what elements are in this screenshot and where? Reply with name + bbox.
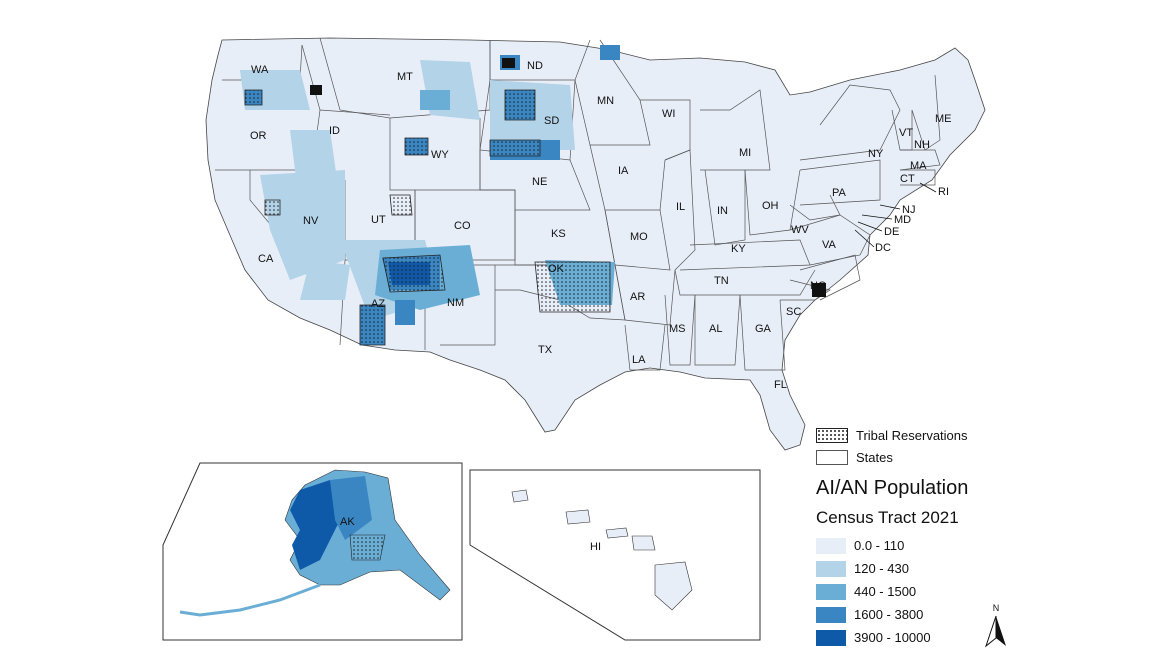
state-label-mn: MN [597, 95, 614, 107]
states-label: States [856, 449, 893, 465]
legend-class: 440 - 1500 [816, 580, 1016, 603]
class-label: 440 - 1500 [854, 584, 917, 599]
state-label-dc: DC [875, 242, 891, 254]
state-label-or: OR [250, 130, 267, 142]
map-legend: Tribal Reservations States AI/AN Populat… [816, 424, 1016, 649]
state-label-me: ME [935, 113, 952, 125]
legend-class-list: 0.0 - 110 120 - 430 440 - 1500 1600 - 38… [816, 534, 1016, 649]
state-label-al: AL [709, 323, 722, 335]
class-swatch [816, 629, 846, 646]
state-label-ct: CT [900, 173, 915, 185]
state-label-tx: TX [538, 344, 553, 356]
state-label-ca: CA [258, 253, 274, 265]
state-label-co: CO [454, 220, 471, 232]
state-label-ga: GA [755, 323, 772, 335]
state-label-hi: HI [590, 541, 601, 553]
state-labels: WA OR CA ID NV MT WY UT AZ CO NM ND SD N… [250, 60, 952, 391]
class-label: 0.0 - 110 [854, 538, 905, 553]
reservations-swatch [816, 427, 848, 443]
state-label-mo: MO [630, 231, 648, 243]
legend-subtitle: Census Tract 2021 [816, 508, 959, 527]
state-label-oh: OH [762, 200, 779, 212]
legend-title: AI/AN Population [816, 477, 969, 499]
state-label-ut: UT [371, 214, 386, 226]
legend-class: 120 - 430 [816, 557, 1016, 580]
state-label-wy: WY [431, 149, 449, 161]
reservations-label: Tribal Reservations [856, 427, 968, 443]
state-label-ia: IA [618, 165, 629, 177]
state-label-fl: FL [774, 379, 787, 391]
state-label-ky: KY [731, 243, 746, 255]
class-swatch [816, 606, 846, 623]
legend-class: 0.0 - 110 [816, 534, 1016, 557]
state-label-tn: TN [714, 275, 729, 287]
state-label-wv: WV [791, 224, 809, 236]
state-label-vt: VT [899, 127, 913, 139]
state-label-md: MD [894, 214, 911, 226]
state-label-pa: PA [832, 187, 847, 199]
class-swatch [816, 537, 846, 554]
state-label-la: LA [632, 354, 646, 366]
state-label-nj: NJ [902, 204, 915, 216]
state-label-ar: AR [630, 291, 645, 303]
state-label-in: IN [717, 205, 728, 217]
state-label-wi: WI [662, 108, 675, 120]
state-label-ok: OK [548, 263, 565, 275]
class-swatch [816, 583, 846, 600]
legend-class: 1600 - 3800 [816, 603, 1016, 626]
state-label-ks: KS [551, 228, 566, 240]
state-label-id: ID [329, 125, 340, 137]
state-label-ma: MA [910, 160, 927, 172]
high-density-spots [310, 58, 826, 297]
north-arrow-icon: N [984, 603, 1006, 648]
label-leader-lines [854, 182, 937, 248]
state-label-mt: MT [397, 71, 413, 83]
state-label-ne: NE [532, 176, 547, 188]
class-label: 3900 - 10000 [854, 630, 931, 645]
state-label-nd: ND [527, 60, 543, 72]
state-label-ak: AK [340, 516, 355, 528]
state-label-wa: WA [251, 64, 269, 76]
state-label-de: DE [884, 226, 899, 238]
state-label-ms: MS [669, 323, 686, 335]
state-label-nv: NV [303, 215, 319, 227]
state-label-nm: NM [447, 297, 464, 309]
class-label: 120 - 430 [854, 561, 909, 576]
legend-class: 3900 - 10000 [816, 626, 1016, 649]
tribal-reservations [244, 89, 611, 346]
state-label-va: VA [822, 239, 837, 251]
class-swatch [816, 560, 846, 577]
state-label-sc: SC [786, 306, 801, 318]
hawaii-inset: HI [469, 469, 761, 641]
state-label-az: AZ [371, 298, 385, 310]
state-label-nh: NH [914, 139, 930, 151]
state-label-sd: SD [544, 115, 559, 127]
state-label-nc: NC [810, 280, 826, 292]
state-label-il: IL [676, 201, 685, 213]
north-label: N [993, 603, 1000, 613]
legend-states: States [816, 446, 1016, 468]
class-label: 1600 - 3800 [854, 607, 924, 622]
states-swatch [816, 449, 848, 465]
state-label-mi: MI [739, 147, 751, 159]
legend-reservations: Tribal Reservations [816, 424, 1016, 446]
alaska-inset: AK [162, 462, 463, 641]
state-label-ny: NY [868, 148, 884, 160]
state-label-ri: RI [938, 186, 949, 198]
